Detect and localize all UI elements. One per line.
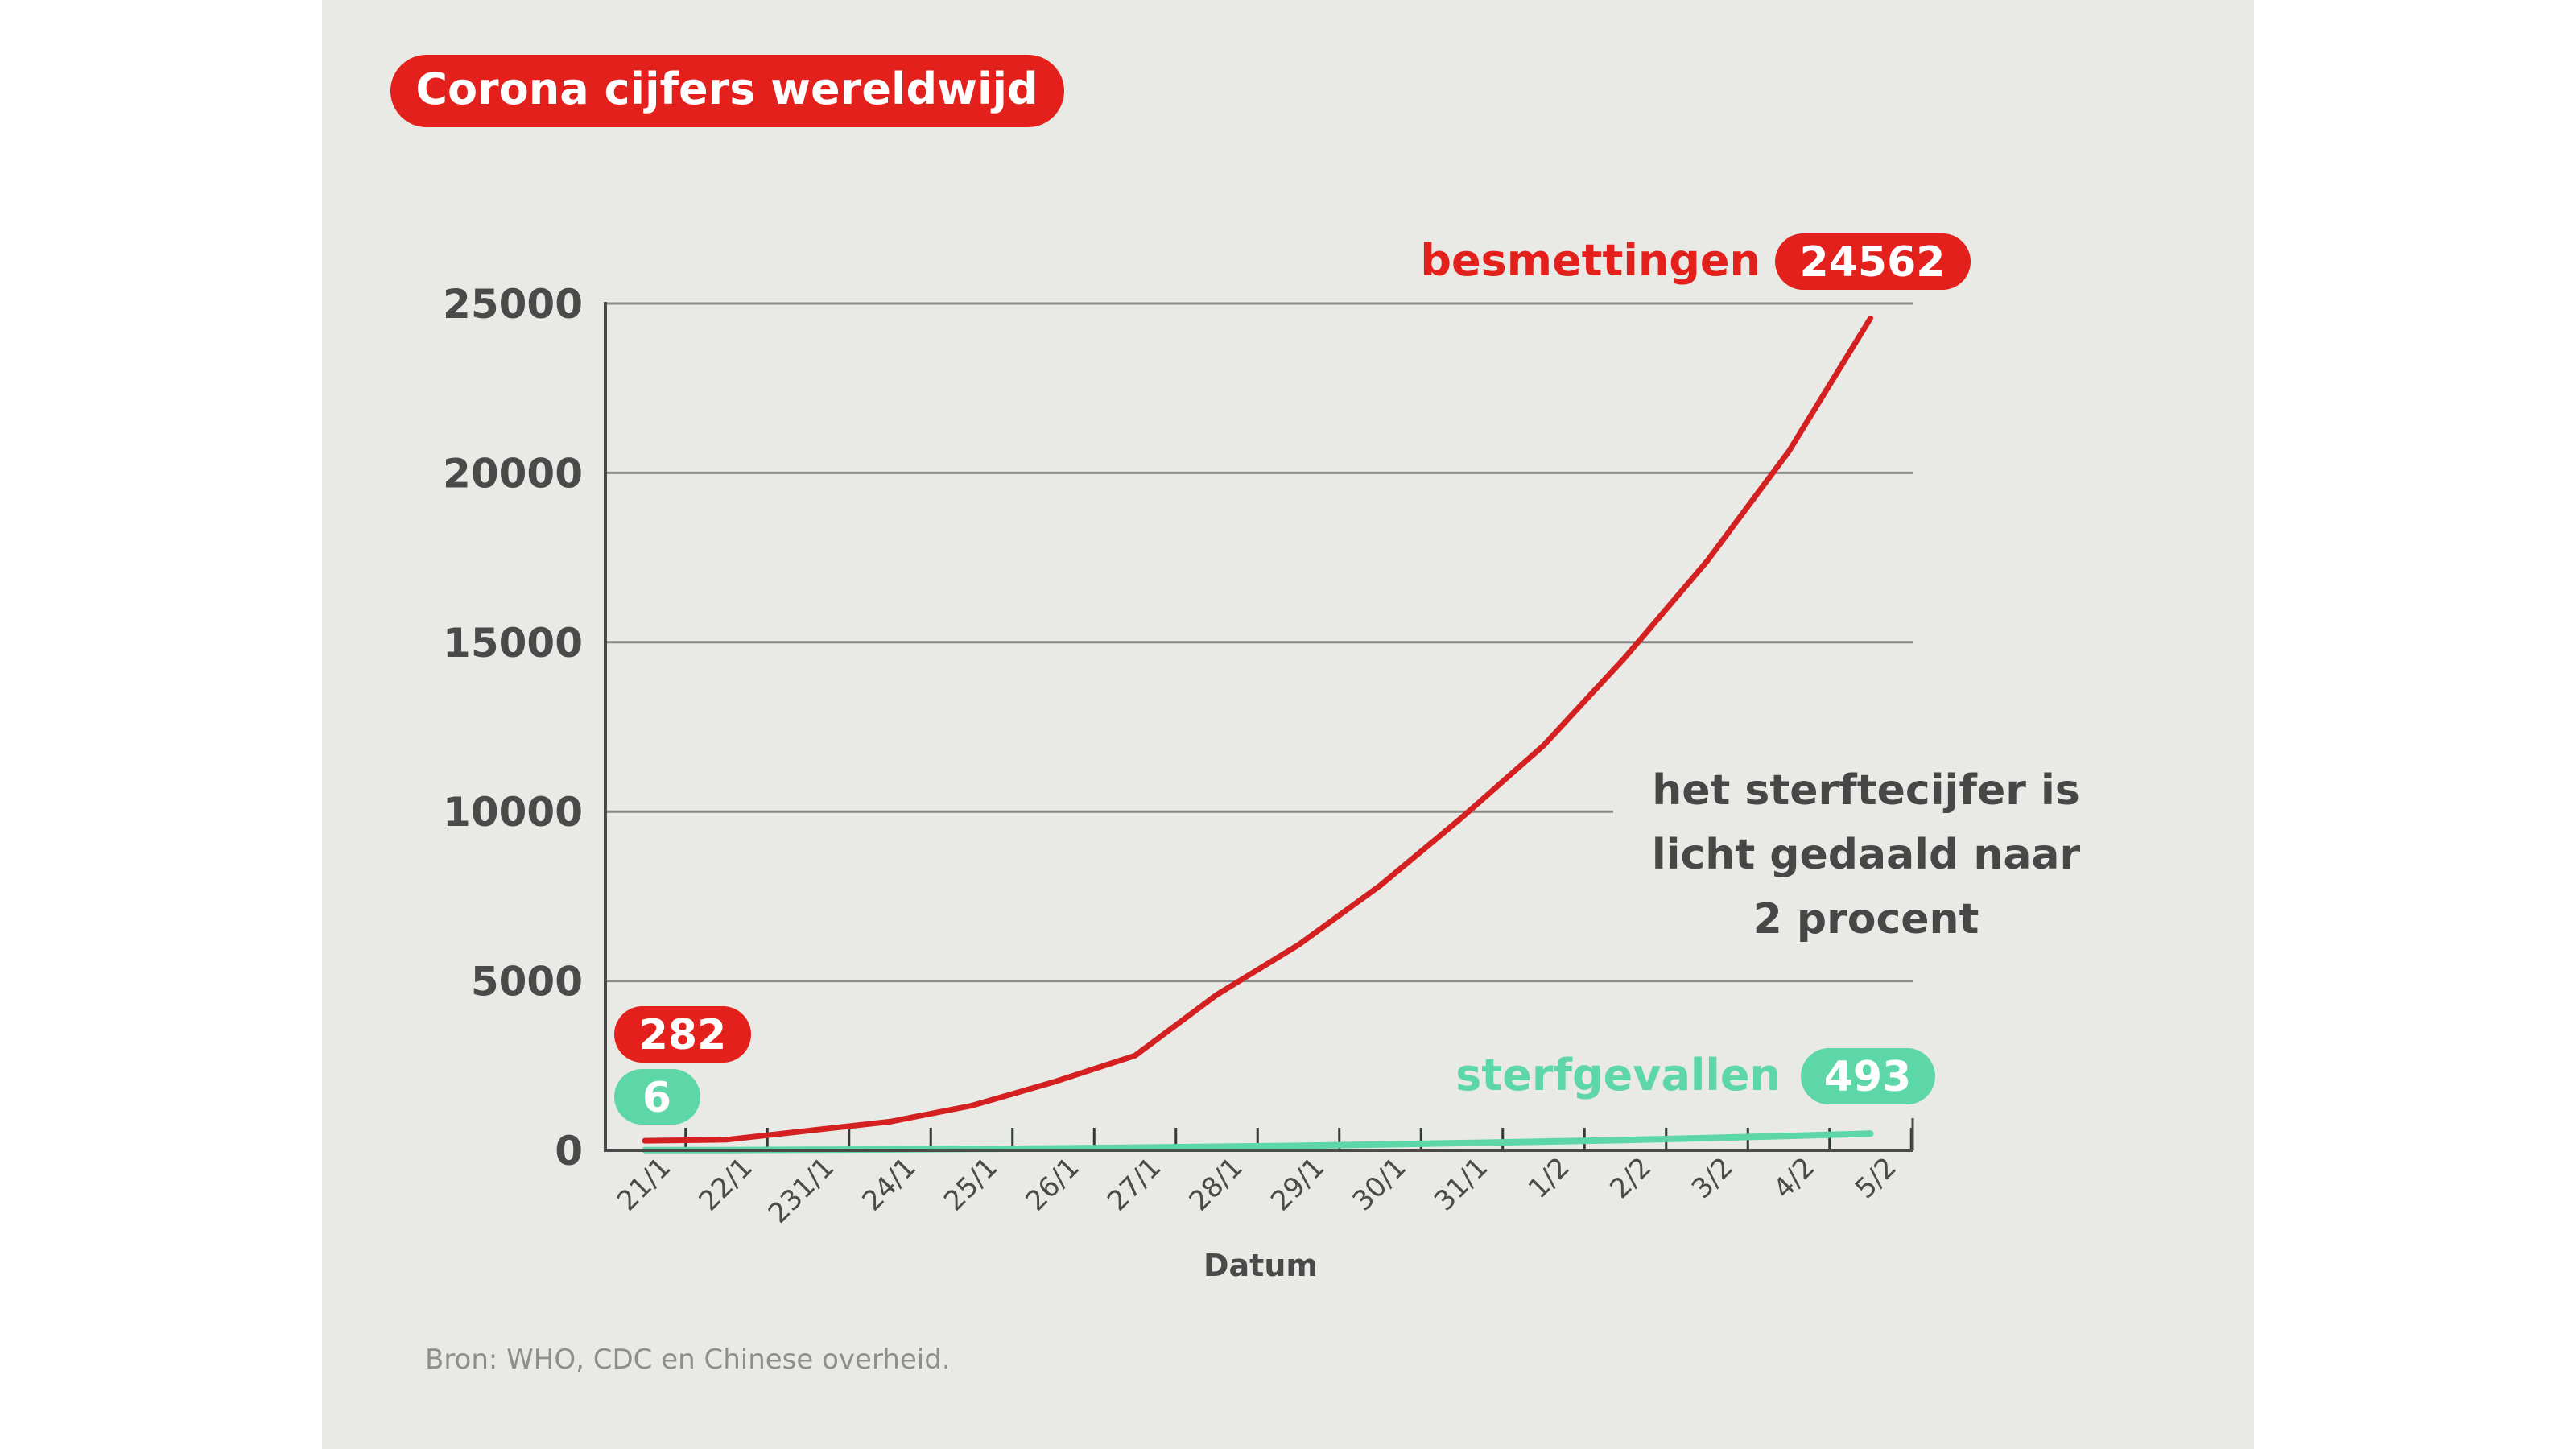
infections-start-value: 282 xyxy=(639,1011,727,1059)
deaths-start-value: 6 xyxy=(642,1074,671,1122)
infections-start-badge: 282 xyxy=(614,1006,751,1063)
y-tick-label: 5000 xyxy=(471,959,583,1005)
infections-start-pill xyxy=(614,1006,751,1063)
title-badge: Corona cijfers wereldwijd xyxy=(390,55,1064,127)
x-tick-label: 30/1 xyxy=(1347,1151,1413,1217)
source-note: Bron: WHO, CDC en Chinese overheid. xyxy=(425,1344,951,1376)
annotation-line-1: het sterftecijfer is xyxy=(1652,766,2080,815)
annotation: het sterftecijfer is licht gedaald naar … xyxy=(1652,766,2081,943)
x-tick-label: 1/2 xyxy=(1522,1151,1576,1205)
y-tick-label: 15000 xyxy=(443,620,583,667)
x-tick-label: 26/1 xyxy=(1020,1151,1086,1217)
x-tick-label: 24/1 xyxy=(857,1151,923,1217)
title-pill xyxy=(390,55,1064,127)
x-tick-label: 31/1 xyxy=(1428,1151,1494,1217)
chart-title: Corona cijfers wereldwijd xyxy=(415,64,1038,114)
infections-line xyxy=(642,315,1873,1144)
x-tick-label: 25/1 xyxy=(938,1151,1004,1217)
x-tick-label: 4/2 xyxy=(1767,1151,1821,1205)
x-axis-title: Datum xyxy=(1203,1248,1318,1283)
infections-end-pill xyxy=(1775,233,1971,290)
x-tick-label: 5/2 xyxy=(1849,1151,1903,1205)
x-tick-label: 3/2 xyxy=(1686,1151,1740,1205)
x-tick-label: 231/1 xyxy=(762,1151,841,1230)
y-axis-ticks: 0 5000 10000 15000 20000 25000 xyxy=(443,281,583,1174)
annotation-line-3: 2 procent xyxy=(1753,895,1979,943)
deaths-start-badge: 6 xyxy=(614,1069,700,1125)
infections-series-name: besmettingen xyxy=(1420,235,1761,286)
x-tick-label: 21/1 xyxy=(611,1151,677,1217)
x-tick-label: 29/1 xyxy=(1265,1151,1331,1217)
x-tick-label: 22/1 xyxy=(693,1151,759,1217)
y-tick-label: 25000 xyxy=(443,281,583,328)
deaths-end-value: 493 xyxy=(1824,1053,1912,1101)
deaths-legend: sterfgevallen 493 xyxy=(1455,1048,1935,1104)
deaths-series-name: sterfgevallen xyxy=(1455,1050,1781,1100)
series-lines xyxy=(642,315,1874,1154)
deaths-start-pill xyxy=(614,1069,700,1125)
deaths-end-pill xyxy=(1801,1048,1935,1104)
gridlines xyxy=(605,302,1913,983)
x-tick-label: 2/2 xyxy=(1604,1151,1657,1205)
y-tick-label: 10000 xyxy=(443,789,583,836)
annotation-line-2: licht gedaald naar xyxy=(1652,831,2081,879)
infections-end-value: 24562 xyxy=(1800,238,1946,287)
infections-legend: besmettingen 24562 xyxy=(1420,233,1971,290)
y-tick-label: 20000 xyxy=(443,450,583,497)
y-tick-label: 0 xyxy=(555,1128,583,1174)
x-tick-label: 28/1 xyxy=(1183,1151,1249,1217)
x-tick-label: 27/1 xyxy=(1101,1151,1167,1217)
